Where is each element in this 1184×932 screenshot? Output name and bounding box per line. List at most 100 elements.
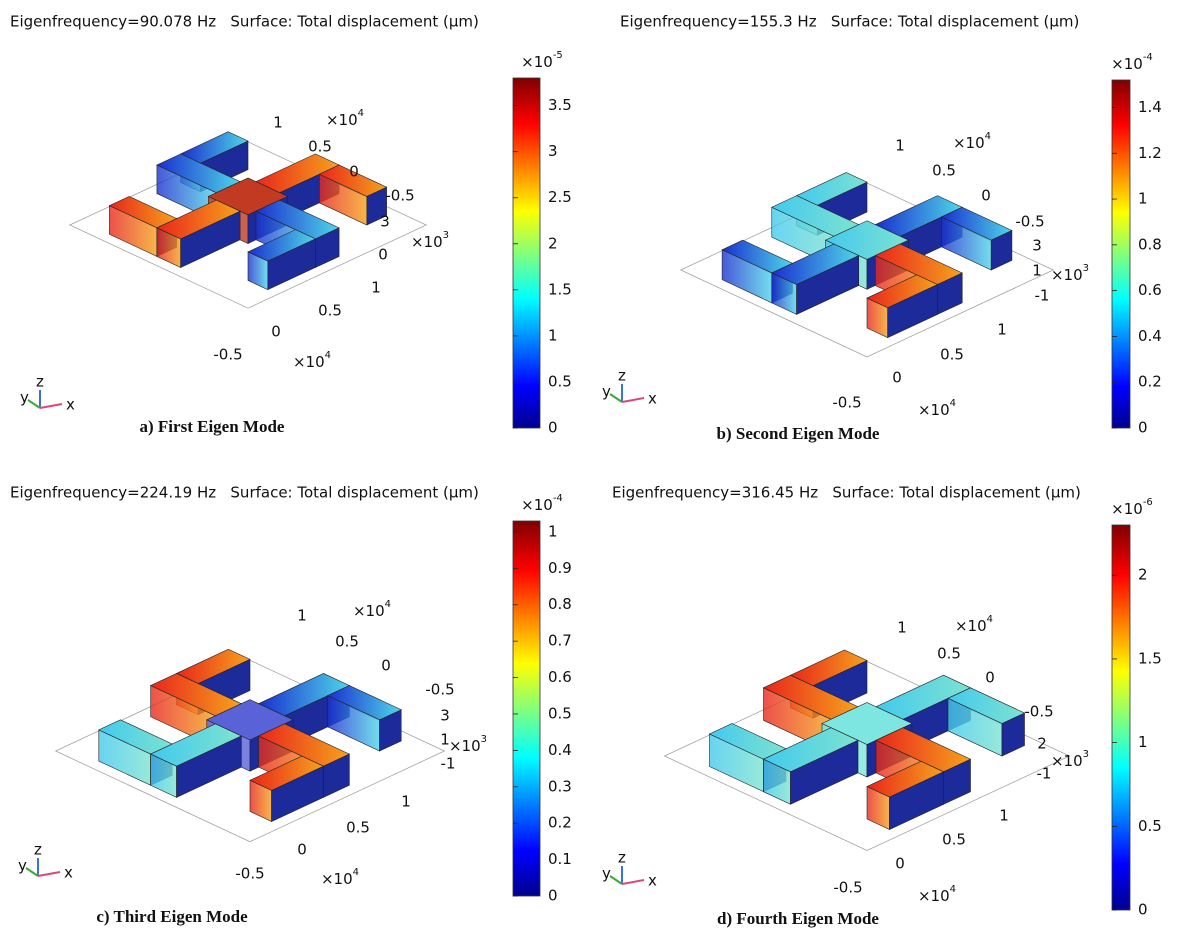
triad-label: z (618, 367, 626, 385)
x-axis-tick-label: -0.5 (832, 394, 861, 412)
colorbar-tick-label: 0 (548, 887, 558, 905)
scale-exponent: 4 (385, 599, 391, 610)
x-axis-tick-label: 1 (401, 793, 411, 811)
y-axis-tick-label: 0.5 (335, 633, 359, 651)
colorbar-tick-label: 0.4 (1138, 327, 1162, 345)
scale-exponent: 4 (325, 350, 331, 361)
colorbar (1112, 80, 1130, 428)
panel: Eigenfrequency=316.45 Hz Surface: Total … (602, 484, 1162, 928)
axis-scale: ×104 (353, 599, 391, 620)
colorbar-tick-label: 1.5 (1138, 649, 1162, 667)
colorbar-tick-label: 1.2 (1138, 144, 1162, 162)
triad-label: y (602, 383, 611, 401)
scale-base: ×10 (1111, 55, 1143, 73)
triad-label: x (648, 872, 657, 890)
y-axis-tick-label: -0.5 (1015, 213, 1044, 231)
axis-scale: ×103 (449, 734, 487, 755)
x-axis-tick-label: 0 (892, 369, 902, 387)
scale-base: ×10 (521, 53, 553, 71)
scale-exponent: 4 (950, 398, 956, 409)
y-axis-tick-label: 1 (297, 607, 307, 625)
x-axis-tick-label: 0 (895, 855, 905, 873)
colorbar-tick-label: 1.4 (1138, 98, 1162, 116)
panel: Eigenfrequency=155.3 Hz Surface: Total d… (602, 13, 1162, 443)
panel-header: Eigenfrequency=155.3 Hz Surface: Total d… (620, 13, 1079, 31)
scale-exponent: 4 (353, 867, 359, 878)
scale-exponent: 4 (950, 884, 956, 895)
scale-base: ×10 (411, 233, 443, 251)
scale-exponent: -4 (553, 493, 563, 504)
colorbar-tick-label: 3.5 (548, 96, 572, 114)
scale-exponent: 4 (985, 131, 991, 142)
scale-exponent: -4 (1143, 52, 1153, 63)
colorbar-tick-label: 0.8 (1138, 235, 1162, 253)
triad-label: z (36, 373, 44, 391)
scale-base: ×10 (918, 401, 950, 419)
panel-header: Eigenfrequency=224.19 Hz Surface: Total … (10, 484, 479, 502)
x-axis-tick-label: 0.5 (940, 346, 964, 364)
axis-scale: ×104 (326, 108, 364, 129)
scale-base: ×10 (521, 496, 553, 514)
triad-label: y (20, 389, 29, 407)
y-axis-tick-label: 0.5 (932, 162, 956, 180)
axis-scale: ×104 (918, 398, 956, 419)
x-axis-tick-label: 0.5 (942, 831, 966, 849)
colorbar-tick-label: 2.5 (548, 188, 572, 206)
colorbar-tick-label: 0.2 (548, 814, 572, 832)
colorbar-tick-label: 3 (548, 142, 558, 160)
y-axis-tick-label: 0 (381, 657, 391, 675)
y-axis-tick-label: 1 (273, 114, 283, 132)
scale-base: ×10 (1051, 752, 1083, 770)
scale-exponent: 3 (481, 734, 487, 745)
axis-scale: ×10-4 (1111, 52, 1153, 73)
colorbar-tick-label: 0 (1138, 901, 1148, 919)
axis-scale: ×103 (411, 230, 449, 251)
colorbar-tick-label: 0.4 (548, 741, 572, 759)
scale-exponent: -5 (553, 50, 563, 61)
y-axis-tick-label: 0.5 (937, 645, 961, 663)
colorbar (1112, 525, 1130, 910)
colorbar-tick-label: 0.8 (548, 595, 572, 613)
z-axis-tick-label: 0 (378, 246, 388, 264)
axis-scale: ×104 (918, 884, 956, 905)
y-axis-tick-label: 0 (349, 163, 359, 181)
x-axis-tick-label: 1 (371, 279, 381, 297)
panel-header: Eigenfrequency=90.078 Hz Surface: Total … (10, 13, 479, 31)
scale-base: ×10 (293, 353, 325, 371)
x-axis-tick-label: -0.5 (213, 346, 242, 364)
colorbar-tick-label: 0 (1138, 419, 1148, 437)
y-axis-tick-label: 0.5 (308, 138, 332, 156)
colorbar-tick-label: 0.7 (548, 632, 572, 650)
triad-axis (610, 394, 622, 402)
axis-scale: ×10-6 (1111, 497, 1153, 518)
z-axis-tick-label: 3 (1032, 237, 1042, 255)
x-axis-tick-label: 0 (297, 841, 307, 859)
scale-base: ×10 (321, 870, 353, 888)
triad-label: x (64, 864, 73, 882)
scale-base: ×10 (918, 887, 950, 905)
colorbar-tick-label: 1 (1138, 733, 1148, 751)
y-axis-tick-label: -0.5 (385, 187, 414, 205)
scale-base: ×10 (1111, 500, 1143, 518)
x-axis-tick-label: 0.5 (318, 302, 342, 320)
triad-label: x (648, 390, 657, 408)
colorbar-tick-label: 1 (1138, 190, 1148, 208)
z-axis-tick-label: 3 (440, 707, 450, 725)
triad-label: z (618, 849, 626, 867)
panel-caption: c) Third Eigen Mode (96, 907, 248, 926)
colorbar-tick-label: 0.6 (1138, 281, 1162, 299)
colorbar-tick-label: 0.9 (548, 559, 572, 577)
y-axis-tick-label: 0 (985, 669, 995, 687)
y-axis-tick-label: -0.5 (425, 681, 454, 699)
triad-axis (28, 400, 40, 408)
scale-base: ×10 (955, 617, 987, 635)
colorbar-tick-label: 1 (548, 326, 558, 344)
scale-exponent: 3 (1083, 749, 1089, 760)
panel: Eigenfrequency=224.19 Hz Surface: Total … (10, 484, 572, 926)
x-axis-tick-label: 0.5 (346, 819, 370, 837)
scale-base: ×10 (449, 737, 481, 755)
scale-base: ×10 (353, 602, 385, 620)
triad-label: x (66, 396, 75, 414)
triad-axis (622, 398, 644, 402)
z-axis-tick-label: 1 (1032, 262, 1042, 280)
